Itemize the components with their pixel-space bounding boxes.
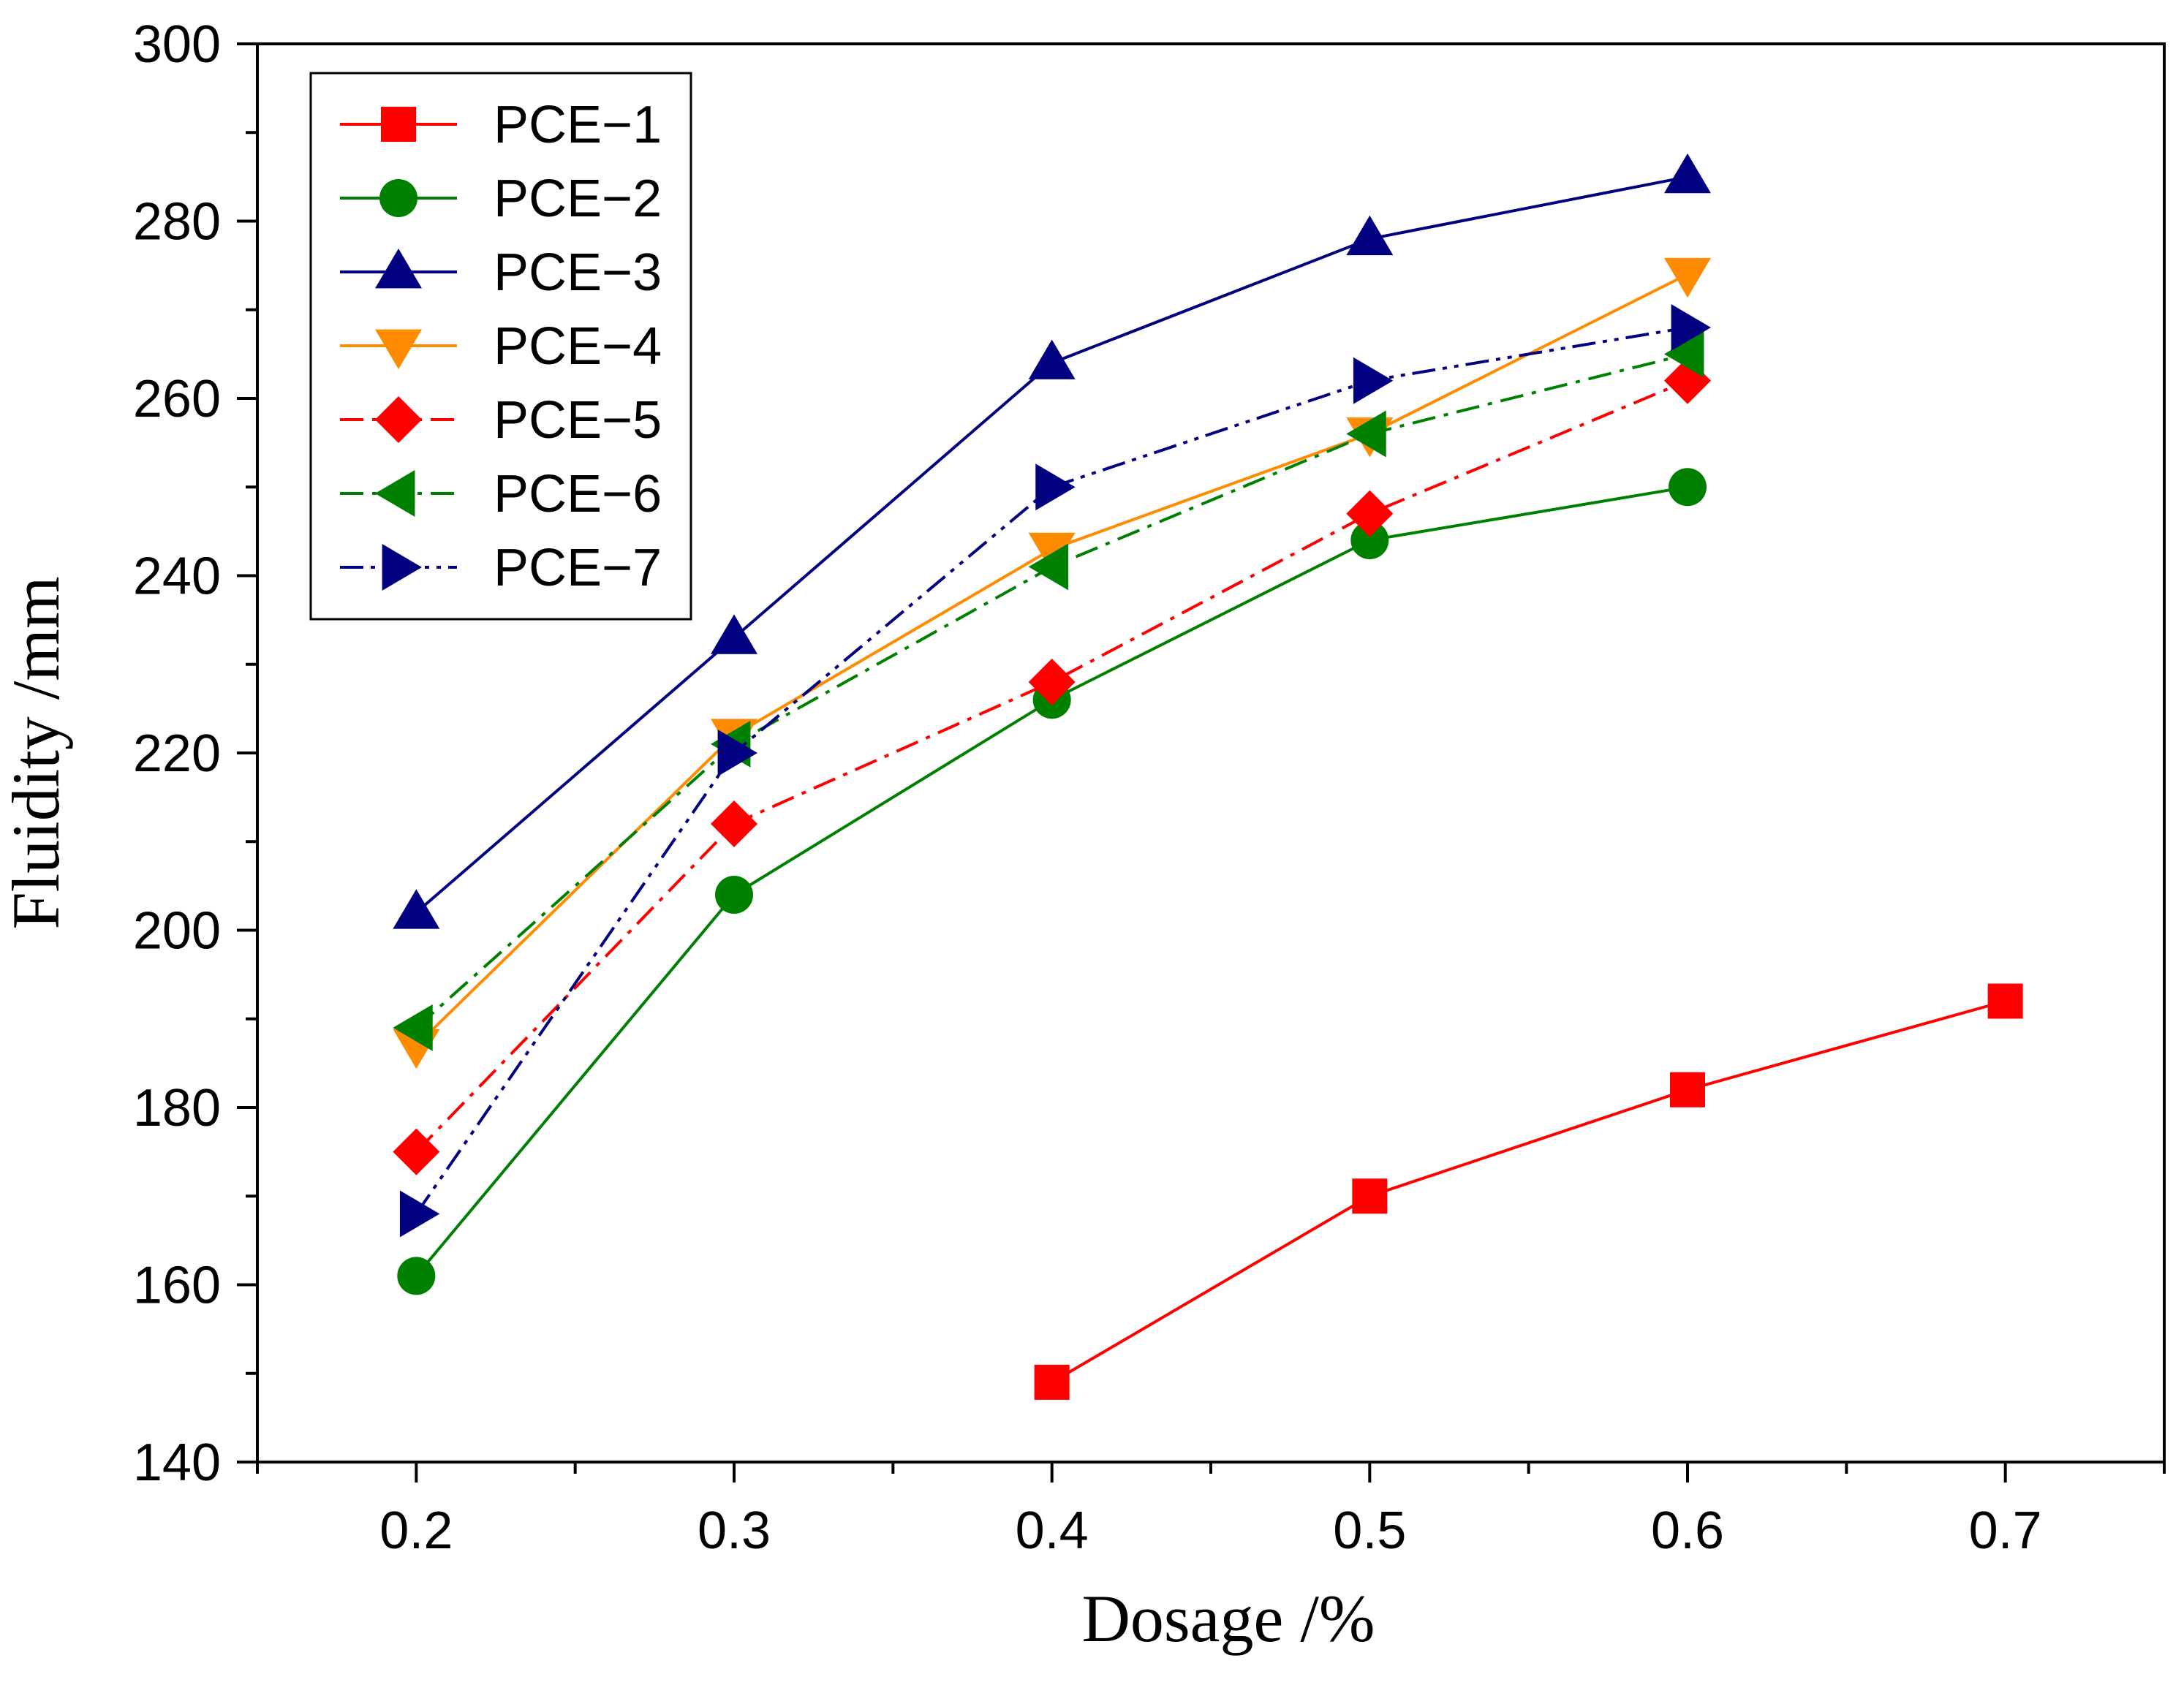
series-7 [399,304,1711,1238]
legend-box [309,72,692,621]
data-point [1028,339,1076,379]
y-tick-label: 240 [133,548,221,606]
y-tick-label: 220 [133,724,221,783]
data-point [393,1128,440,1175]
legend-marker-4 [375,329,422,369]
x-axis-title: Dosage /% [1081,1581,1375,1656]
data-point [1664,257,1711,298]
legend-marker-2 [379,179,417,217]
series-1 [1034,983,2023,1400]
data-point [1028,659,1076,705]
legend-marker-3 [375,249,422,289]
data-point [711,800,757,847]
x-tick-label: 0.6 [1651,1502,1724,1560]
legend-label: PCE−5 [494,391,662,450]
y-tick-label: 140 [133,1434,221,1492]
y-axis-title: Fluidity /mm [0,576,73,929]
legend-marker-7 [382,544,422,591]
data-point [1669,468,1707,507]
data-point [399,1190,440,1238]
y-tick-label: 300 [133,15,221,74]
legend-label: PCE−1 [494,96,662,154]
data-point [1664,330,1704,378]
series-3 [393,153,1711,929]
data-point [1987,983,2023,1019]
data-point [1353,357,1394,404]
data-point [1034,1364,1070,1400]
legend-label: PCE−4 [494,317,662,376]
legend: PCE−1 PCE−2 PCE−3 PCE−4 PCE−5 PCE−6 PCE−7 [309,72,692,621]
data-point [1028,532,1076,573]
x-tick-label: 0.5 [1333,1502,1406,1560]
data-point [711,614,757,654]
data-point [1664,153,1711,194]
y-tick-label: 180 [133,1079,221,1137]
legend-marker-1 [381,107,416,142]
data-point [1035,463,1076,511]
data-point [717,730,757,776]
series-line-1 [1051,999,2006,1384]
x-tick-label: 0.4 [1016,1502,1089,1560]
data-point [1346,490,1394,537]
legend-label: PCE−7 [494,539,662,597]
legend-label: PCE−3 [494,243,662,302]
data-point [1346,215,1394,256]
y-tick-label: 160 [133,1257,221,1315]
y-tick-label: 260 [133,370,221,428]
legend-label: PCE−2 [494,170,662,228]
data-point [1352,1178,1388,1214]
data-point [715,876,753,914]
legend-marker-5 [375,396,422,443]
y-tick-label: 280 [133,193,221,251]
data-point [393,1004,433,1051]
data-point [1350,521,1389,559]
data-point [1028,543,1069,591]
data-point [397,1257,436,1295]
data-point [1671,304,1711,351]
axes: 0.2 0.3 0.4 0.5 0.6 0.7 140 160 180 200 220 240 260 2… [133,15,2166,1560]
plot-area [393,153,2023,1400]
legend-marker-6 [375,470,415,517]
x-tick-label: 0.3 [698,1502,771,1560]
legend-label: PCE−6 [494,465,662,523]
data-point [1346,410,1386,458]
x-tick-label: 0.2 [379,1502,453,1560]
y-tick-label: 200 [133,902,221,961]
data-point [1670,1072,1705,1107]
x-tick-label: 0.7 [1969,1502,2042,1560]
data-point [393,889,440,929]
